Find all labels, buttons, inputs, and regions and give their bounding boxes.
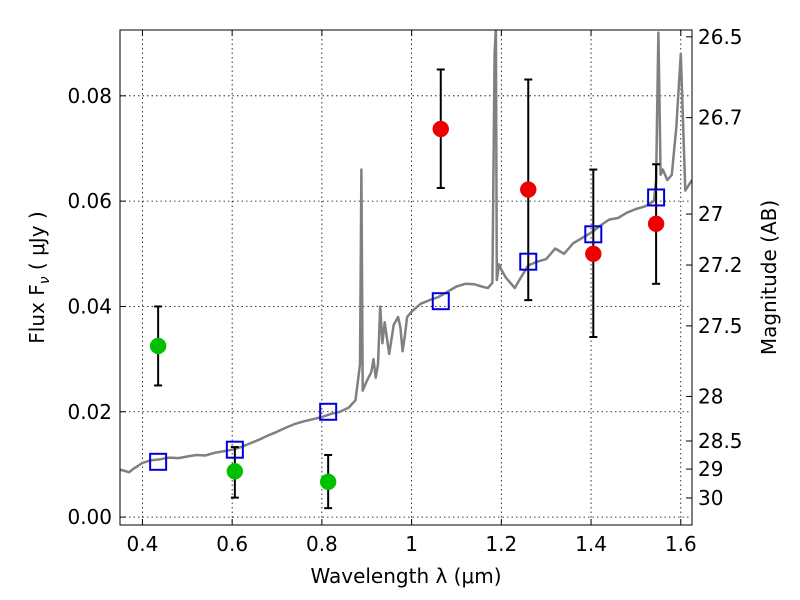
grid — [120, 30, 692, 525]
data-point — [226, 463, 244, 480]
model-spectrum — [120, 30, 692, 474]
y2-tick-label: 28.5 — [698, 429, 743, 453]
y2-tick-label: 26.5 — [698, 25, 743, 49]
model-photometry-point — [519, 252, 538, 271]
y2-tick-label: 29 — [698, 457, 723, 481]
right-axis-label: Magnitude (AB) — [757, 200, 781, 355]
y-axis-label-main: Flux F — [25, 284, 49, 343]
axis-ticks: 0.4 0.6 0.8 1 1.2 1.4 1.6 0.00 0.02 0.04 0.06 0.08 2… — [67, 25, 742, 556]
model-photometry-point — [584, 225, 603, 244]
plot-frame — [119, 29, 693, 526]
y-tick-label: 0.00 — [67, 505, 112, 529]
model-photometry-point — [647, 188, 666, 207]
model-line — [120, 30, 692, 474]
y-tick-label: 0.08 — [67, 84, 112, 108]
y2-tick-label: 27 — [698, 202, 723, 226]
data-point — [585, 245, 602, 263]
x-tick-label: 0.6 — [216, 532, 248, 556]
y-axis-label-sub: ν — [37, 276, 53, 284]
y2-tick-label: 27.2 — [698, 253, 743, 277]
data-point — [319, 473, 337, 491]
y-tick-label: 0.02 — [67, 400, 112, 424]
x-tick-label: 0.8 — [306, 532, 338, 556]
x-axis-label: Wavelength λ (μm) — [310, 564, 501, 588]
data-point — [149, 337, 167, 355]
y-tick-label: 0.06 — [67, 189, 112, 213]
data-point — [520, 181, 537, 198]
data-point — [432, 120, 450, 138]
y-tick-label: 0.04 — [67, 294, 112, 318]
x-tick-label: 1.6 — [665, 532, 697, 556]
x-tick-label: 1 — [405, 532, 418, 556]
y2-tick-label: 28 — [698, 384, 723, 408]
data-points — [149, 68, 666, 510]
y2-tick-label: 27.5 — [698, 314, 743, 338]
x-tick-label: 0.4 — [127, 532, 159, 556]
data-point — [647, 215, 665, 233]
model-photometry-point — [225, 440, 244, 459]
y2-tick-label: 26.7 — [698, 106, 743, 130]
y-axis-label-unit: ( μJy ) — [25, 211, 49, 276]
x-tick-label: 1.2 — [485, 532, 517, 556]
x-tick-label: 1.4 — [575, 532, 607, 556]
model-photometry-point — [149, 452, 168, 471]
y2-tick-label: 30 — [698, 486, 723, 510]
model-photometry-point — [431, 292, 450, 311]
y-axis-label: Flux Fν ( μJy ) — [25, 211, 53, 343]
model-photometry-point — [319, 402, 338, 421]
